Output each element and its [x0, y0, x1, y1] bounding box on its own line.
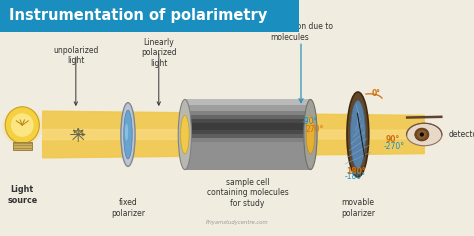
Text: unpolarized
light: unpolarized light — [53, 46, 99, 65]
Ellipse shape — [125, 124, 128, 141]
Ellipse shape — [350, 101, 365, 169]
Text: -180°: -180° — [345, 172, 366, 181]
Ellipse shape — [420, 132, 424, 137]
Text: Instrumentation of polarimetry: Instrumentation of polarimetry — [9, 8, 268, 23]
Text: Priyamstudycentre.com: Priyamstudycentre.com — [206, 220, 268, 225]
Ellipse shape — [417, 130, 427, 139]
Ellipse shape — [5, 107, 39, 143]
Ellipse shape — [181, 115, 189, 154]
Polygon shape — [43, 129, 424, 140]
Text: 90°: 90° — [385, 135, 400, 144]
FancyBboxPatch shape — [185, 126, 310, 130]
FancyBboxPatch shape — [185, 138, 310, 142]
FancyBboxPatch shape — [13, 142, 32, 150]
Text: Light
source: Light source — [7, 185, 37, 205]
Text: -270°: -270° — [384, 142, 405, 151]
FancyBboxPatch shape — [185, 111, 310, 115]
FancyBboxPatch shape — [185, 115, 310, 119]
Text: Optical rotation due to
molecules: Optical rotation due to molecules — [246, 22, 333, 42]
Text: sample cell
containing molecules
for study: sample cell containing molecules for stu… — [207, 178, 289, 207]
Ellipse shape — [415, 128, 429, 141]
FancyBboxPatch shape — [185, 105, 310, 111]
Ellipse shape — [11, 113, 34, 137]
FancyBboxPatch shape — [185, 100, 310, 105]
FancyBboxPatch shape — [185, 119, 310, 123]
Ellipse shape — [178, 100, 191, 169]
FancyBboxPatch shape — [185, 130, 310, 134]
Text: 270°: 270° — [305, 125, 324, 134]
Text: detector: detector — [449, 130, 474, 139]
Text: Linearly
polarized
light: Linearly polarized light — [141, 38, 177, 67]
Ellipse shape — [347, 92, 369, 177]
Polygon shape — [43, 111, 424, 158]
FancyBboxPatch shape — [185, 123, 310, 126]
Ellipse shape — [306, 115, 315, 154]
Ellipse shape — [407, 123, 442, 146]
FancyBboxPatch shape — [185, 100, 310, 169]
Ellipse shape — [124, 110, 132, 159]
Text: 180°: 180° — [346, 167, 365, 176]
Text: fixed
polarizer: fixed polarizer — [111, 198, 145, 218]
FancyBboxPatch shape — [185, 134, 310, 138]
Ellipse shape — [304, 100, 317, 169]
Text: movable
polarizer: movable polarizer — [341, 198, 375, 218]
Ellipse shape — [121, 103, 135, 166]
Text: 0°: 0° — [372, 89, 381, 98]
FancyBboxPatch shape — [0, 0, 299, 32]
Text: -90°: -90° — [301, 117, 318, 126]
Ellipse shape — [2, 107, 43, 146]
